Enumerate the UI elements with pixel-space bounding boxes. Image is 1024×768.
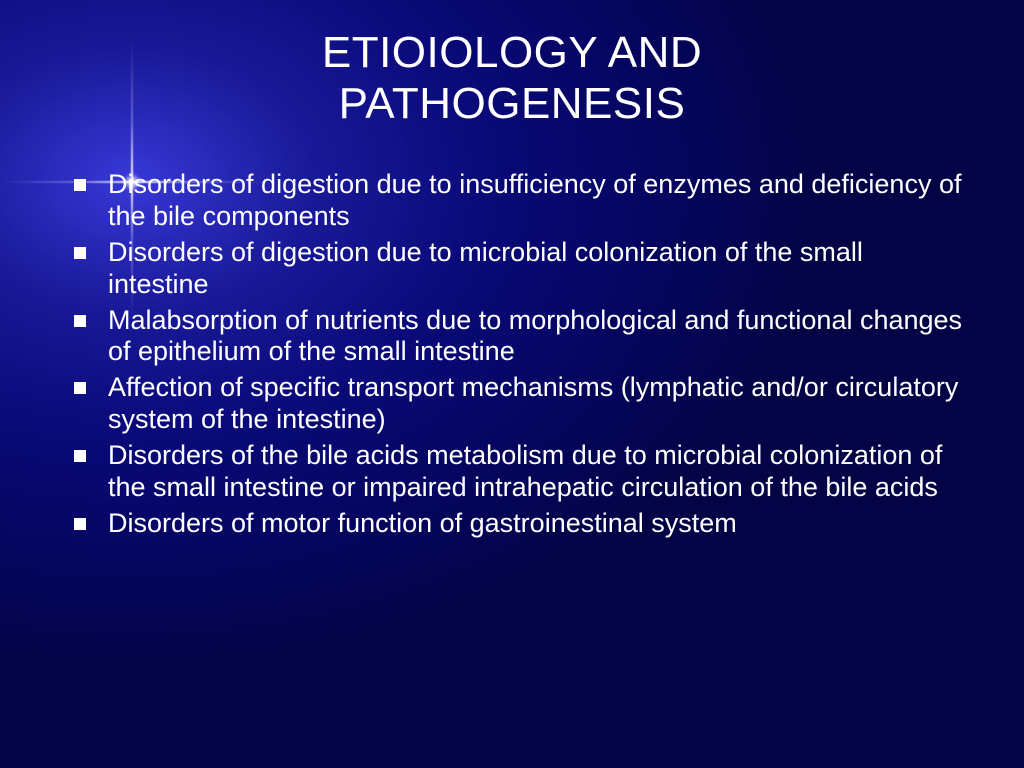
bullet-item: Disorders of motor function of gastroine… — [108, 508, 964, 540]
bullet-item: Disorders of digestion due to microbial … — [108, 237, 964, 301]
bullet-item: Disorders of digestion due to insufficie… — [108, 169, 964, 233]
slide-title: ETIOIOLOGY AND PATHOGENESIS — [60, 28, 964, 129]
slide-container: ETIOIOLOGY AND PATHOGENESIS Disorders of… — [0, 0, 1024, 768]
bullet-item: Affection of specific transport mechanis… — [108, 372, 964, 436]
bullet-list: Disorders of digestion due to insufficie… — [60, 169, 964, 539]
bullet-item: Malabsorption of nutrients due to morpho… — [108, 305, 964, 369]
bullet-item: Disorders of the bile acids metabolism d… — [108, 440, 964, 504]
